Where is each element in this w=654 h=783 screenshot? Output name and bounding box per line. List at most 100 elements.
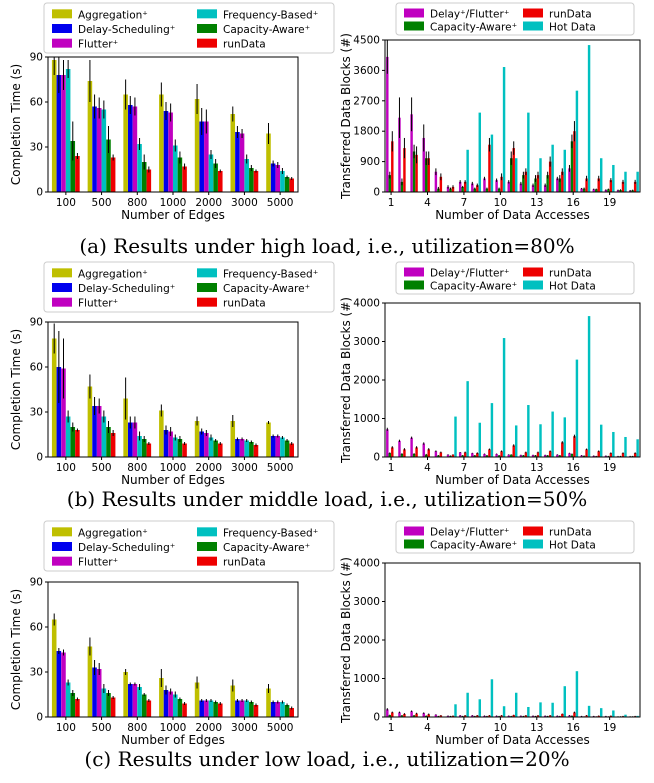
bar-aggregation-3000 bbox=[230, 114, 236, 192]
caption-b: (b) Results under middle load, i.e., uti… bbox=[67, 487, 587, 511]
bar-rundata-17 bbox=[585, 449, 588, 457]
x-tick-label: 5000 bbox=[267, 462, 294, 474]
bar-capacity_aware-2 bbox=[400, 181, 404, 192]
y-tick-label: 30 bbox=[30, 407, 43, 419]
bar-hotdata-13 bbox=[539, 424, 542, 457]
bar-flutter-1000 bbox=[168, 431, 173, 457]
y-axis-label: Transferred Data Blocks (#) bbox=[339, 297, 353, 464]
y-tick-label: 30 bbox=[30, 142, 43, 154]
bar-flutter-18 bbox=[592, 455, 595, 457]
bar-flutter-100 bbox=[61, 75, 66, 192]
bar-delay_scheduling-500 bbox=[92, 406, 97, 457]
bar-capacity_aware-9 bbox=[485, 455, 489, 457]
bar-flutter-2000 bbox=[204, 433, 209, 457]
bar-flutter-5000 bbox=[275, 165, 281, 192]
bar-rundata-100 bbox=[75, 156, 80, 192]
y-tick-label: 1000 bbox=[353, 413, 380, 425]
bar-rundata-800 bbox=[146, 169, 152, 192]
bar-rundata-2 bbox=[403, 449, 406, 457]
bar-rundata-8 bbox=[476, 453, 479, 457]
bar-aggregation-100 bbox=[51, 60, 57, 192]
bar-flutter-5 bbox=[434, 171, 438, 192]
bar-flutter-9 bbox=[483, 453, 486, 457]
bar-frequency_based-800 bbox=[137, 144, 142, 192]
bar-flutter-1 bbox=[386, 429, 389, 457]
y-tick-label: 3000 bbox=[353, 336, 380, 348]
bar-rundata-2 bbox=[403, 148, 406, 192]
legend-swatch-aggregation bbox=[52, 9, 72, 19]
bar-rundata-3000 bbox=[253, 171, 259, 192]
bar-capacity_aware-5 bbox=[437, 455, 440, 457]
bar-hotdata-7 bbox=[466, 692, 469, 717]
x-tick-label: 4 bbox=[424, 197, 431, 209]
bar-flutter-5 bbox=[434, 714, 438, 717]
bar-rundata-9 bbox=[488, 715, 491, 717]
bar-hotdata-19 bbox=[612, 164, 615, 192]
legend-label-rundata: runData bbox=[223, 298, 266, 310]
bar-flutter-7 bbox=[458, 452, 462, 457]
bar-frequency_based-5000 bbox=[280, 437, 285, 457]
legend-label-frequency_based: Frequency-Based⁺ bbox=[223, 527, 318, 539]
bar-rundata-5000 bbox=[289, 178, 294, 192]
x-tick-label: 100 bbox=[56, 197, 76, 209]
bar-frequency_based-3000 bbox=[244, 159, 249, 192]
legend-label-rundata: runData bbox=[223, 39, 266, 51]
x-tick-label: 1 bbox=[388, 722, 395, 734]
bar-rundata-13 bbox=[536, 715, 540, 717]
x-tick-label: 4 bbox=[424, 722, 431, 734]
bar-delay_scheduling-800 bbox=[128, 684, 133, 717]
legend-label-capacity_aware: Capacity-Aware⁺ bbox=[223, 283, 310, 295]
bar-flutter-8 bbox=[471, 453, 474, 457]
bar-flutter-16 bbox=[568, 715, 571, 717]
bar-frequency_based-100 bbox=[65, 416, 71, 457]
bar-rundata-1 bbox=[391, 712, 394, 717]
bar-rundata-12 bbox=[524, 171, 528, 192]
bar-capacity_aware-16 bbox=[570, 453, 574, 457]
x-tick-label: 19 bbox=[603, 722, 616, 734]
bar-rundata-100 bbox=[75, 699, 80, 717]
x-tick-label: 13 bbox=[530, 722, 543, 734]
bar-rundata-12 bbox=[524, 452, 528, 457]
bar-flutter-2 bbox=[398, 440, 401, 457]
bar-delay_scheduling-500 bbox=[92, 667, 97, 717]
bar-rundata-500 bbox=[110, 433, 116, 457]
bar-hotdata-16 bbox=[575, 90, 579, 192]
bar-flutter-8 bbox=[471, 715, 474, 717]
legend-swatch-hotdata bbox=[523, 280, 543, 290]
bar-rundata-19 bbox=[609, 180, 613, 192]
legend-frame bbox=[395, 520, 635, 554]
bar-capacity_aware-21 bbox=[631, 190, 634, 192]
bar-flutter-800 bbox=[132, 422, 138, 457]
x-tick-label: 100 bbox=[56, 462, 76, 474]
bar-capacity_aware-6 bbox=[449, 455, 452, 457]
legend: Delay⁺/Flutter⁺ runData Capacity-Aware⁺ Hot… bbox=[395, 520, 635, 554]
legend-frame bbox=[43, 520, 335, 572]
bar-frequency_based-1000 bbox=[173, 694, 178, 717]
bar-flutter-14 bbox=[543, 455, 547, 457]
bar-capacity_aware-12 bbox=[522, 175, 525, 192]
bar-rundata-7 bbox=[463, 715, 467, 717]
bar-capacity_aware-7 bbox=[461, 455, 464, 457]
axes-frame bbox=[384, 39, 641, 193]
bar-rundata-11 bbox=[512, 148, 515, 192]
x-tick-label: 16 bbox=[567, 197, 581, 209]
bar-flutter-3 bbox=[410, 114, 413, 192]
bar-hotdata-10 bbox=[502, 706, 506, 717]
bar-flutter-15 bbox=[556, 715, 559, 717]
y-tick-label: 2000 bbox=[353, 375, 380, 387]
y-tick-label: 0 bbox=[373, 452, 380, 464]
legend-swatch-hotdata bbox=[523, 21, 543, 31]
legend-swatch-frequency_based bbox=[197, 268, 217, 278]
bar-hotdata-11 bbox=[514, 425, 518, 457]
bar-capacity_aware-2000 bbox=[213, 163, 218, 192]
legend-swatch-capacity_aware bbox=[197, 542, 217, 551]
legend-label-rundata: runData bbox=[549, 268, 592, 280]
y-tick-label: 900 bbox=[360, 156, 380, 168]
x-tick-label: 7 bbox=[461, 197, 468, 209]
bar-capacity_aware-16 bbox=[570, 715, 574, 717]
y-tick-label: 90 bbox=[30, 317, 43, 329]
bar-hotdata-17 bbox=[587, 316, 591, 457]
bar-rundata-500 bbox=[110, 157, 116, 192]
bar-capacity_aware-3000 bbox=[249, 168, 254, 192]
